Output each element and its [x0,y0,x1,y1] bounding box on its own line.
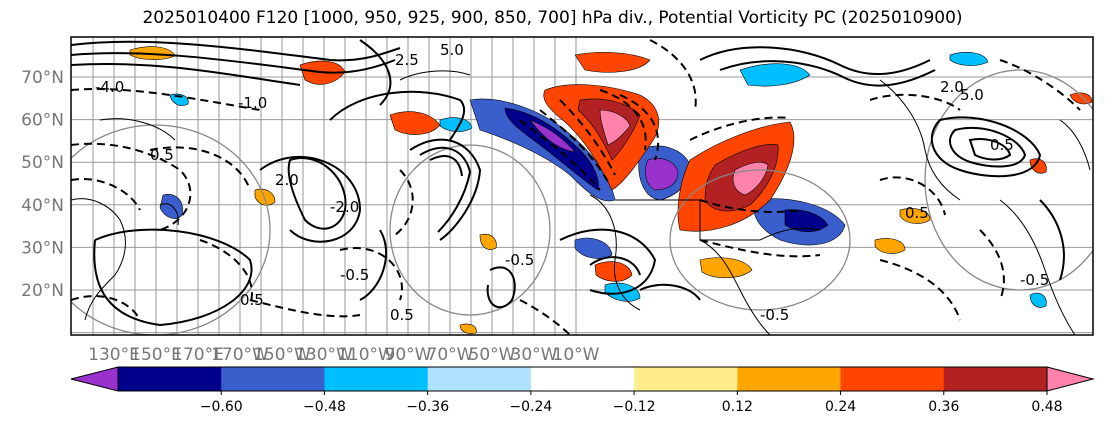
colorbar-tick-label: 0.48 [1031,399,1062,415]
latitude-label: 40°N [21,196,64,216]
negative-pv-region [1029,292,1047,308]
positive-pv-region [389,111,441,135]
longitude-label: 130°W [295,345,353,365]
contour-label: -4.0 [95,78,124,96]
divergence-contours-negative [71,39,1081,335]
positive-pv-region [254,188,276,206]
longitude-label: 150°W [253,345,311,365]
colorbar-extend-low [70,366,119,392]
colorbar-ticks: −0.60 −0.48 −0.36 −0.24 −0.12 0.12 0.24 0.36 0.4… [200,391,1063,415]
negative-pv-region [529,119,576,153]
colorbar-tick-label: −0.60 [200,399,243,415]
contour-label: 5.0 [960,86,984,104]
negative-pv-region [504,107,599,191]
contour-label: 2.5 [395,51,419,69]
contour-label: 2.0 [275,171,299,189]
negative-pv-region [574,237,613,259]
latitude-label: 50°N [21,153,64,173]
map-title: 2025010400 F120 [1000, 950, 925, 900, 85… [142,8,963,28]
contour-label: 0.5 [905,204,929,222]
colorbar [70,366,1095,392]
negative-pv-region [645,158,679,191]
latitude-label: 20°N [21,281,64,301]
colorbar-segment [118,367,222,391]
longitude-label: 170°W [211,345,269,365]
negative-pv-region [439,117,473,132]
colorbar-tick-label: 0.36 [928,399,959,415]
positive-pv-region [459,323,477,334]
colorbar-tick-label: −0.12 [613,399,656,415]
colorbar-segment [737,367,842,391]
longitude-label: 70°W [427,345,474,365]
longitude-label: 130°E [88,345,140,365]
colorbar-segment [840,367,945,391]
colorbar-tick-label: 0.12 [722,399,753,415]
longitude-labels: 130°E150°E170°E170°W150°W130°W110°W90°W7… [88,345,600,365]
positive-pv-region [874,238,906,254]
colorbar-segment [324,367,429,391]
colorbar-segment [634,367,738,391]
positive-pv-region [899,208,931,224]
negative-pv-region [169,93,189,106]
latitude-label: 70°N [21,68,64,88]
colorbar-segment [221,367,325,391]
latitude-labels: 70°N 60°N 50°N 40°N 30°N 20°N [21,68,64,301]
gray-reference-arcs [71,69,1093,335]
colorbar-segment [943,367,1048,391]
longitude-label: 30°W [511,345,558,365]
contour-label: -0.5 [760,306,789,324]
negative-pv-region [949,52,989,66]
longitude-label: 50°W [469,345,516,365]
divergence-contours-positive [71,39,1065,327]
colorbar-extend-high [1046,366,1095,392]
coastlines [71,70,1091,335]
contour-label: -2.0 [330,198,359,216]
longitude-label: 170°E [172,345,224,365]
positive-pv-region [599,109,631,146]
contour-label: 5.0 [440,41,464,59]
positive-pv-region [594,261,633,282]
contour-label: 0.5 [150,146,174,164]
contour-labels: -4.0 -1.0 0.5 2.0 -2.0 -0.5 5.0 2.5 0.5 -0.5 0.5 -0… [95,41,1049,324]
colorbar-tick-label: −0.48 [303,399,346,415]
colorbar-tick-label: −0.24 [509,399,552,415]
latitude-label: 30°N [21,238,64,258]
contour-label: 0.5 [990,136,1014,154]
gridlines [71,37,1093,335]
latitude-label: 60°N [21,111,64,131]
contour-label: 2.0 [940,78,964,96]
positive-pv-region [479,233,497,250]
longitude-label: 90°W [385,345,432,365]
colorbar-tick-label: 0.24 [825,399,856,415]
colorbar-tick-label: −0.36 [406,399,449,415]
positive-pv-region [699,257,753,279]
contour-label: -0.5 [505,251,534,269]
map-plot-area: -4.0 -1.0 0.5 2.0 -2.0 -0.5 5.0 2.5 0.5 -0.5 0.5 -0… [70,36,1094,336]
longitude-label: 10°W [553,345,600,365]
negative-pv-region [739,63,811,87]
contour-label: -1.0 [238,94,267,112]
positive-pv-region [574,51,651,73]
contour-label: 0.5 [390,306,414,324]
contour-label: -0.5 [340,266,369,284]
colorbar-segment [530,367,635,391]
contour-label: -0.5 [1020,271,1049,289]
longitude-label: 110°W [337,345,395,365]
contour-label: 0.5 [240,291,264,309]
colorbar-segment [427,367,532,391]
longitude-label: 150°E [130,345,182,365]
